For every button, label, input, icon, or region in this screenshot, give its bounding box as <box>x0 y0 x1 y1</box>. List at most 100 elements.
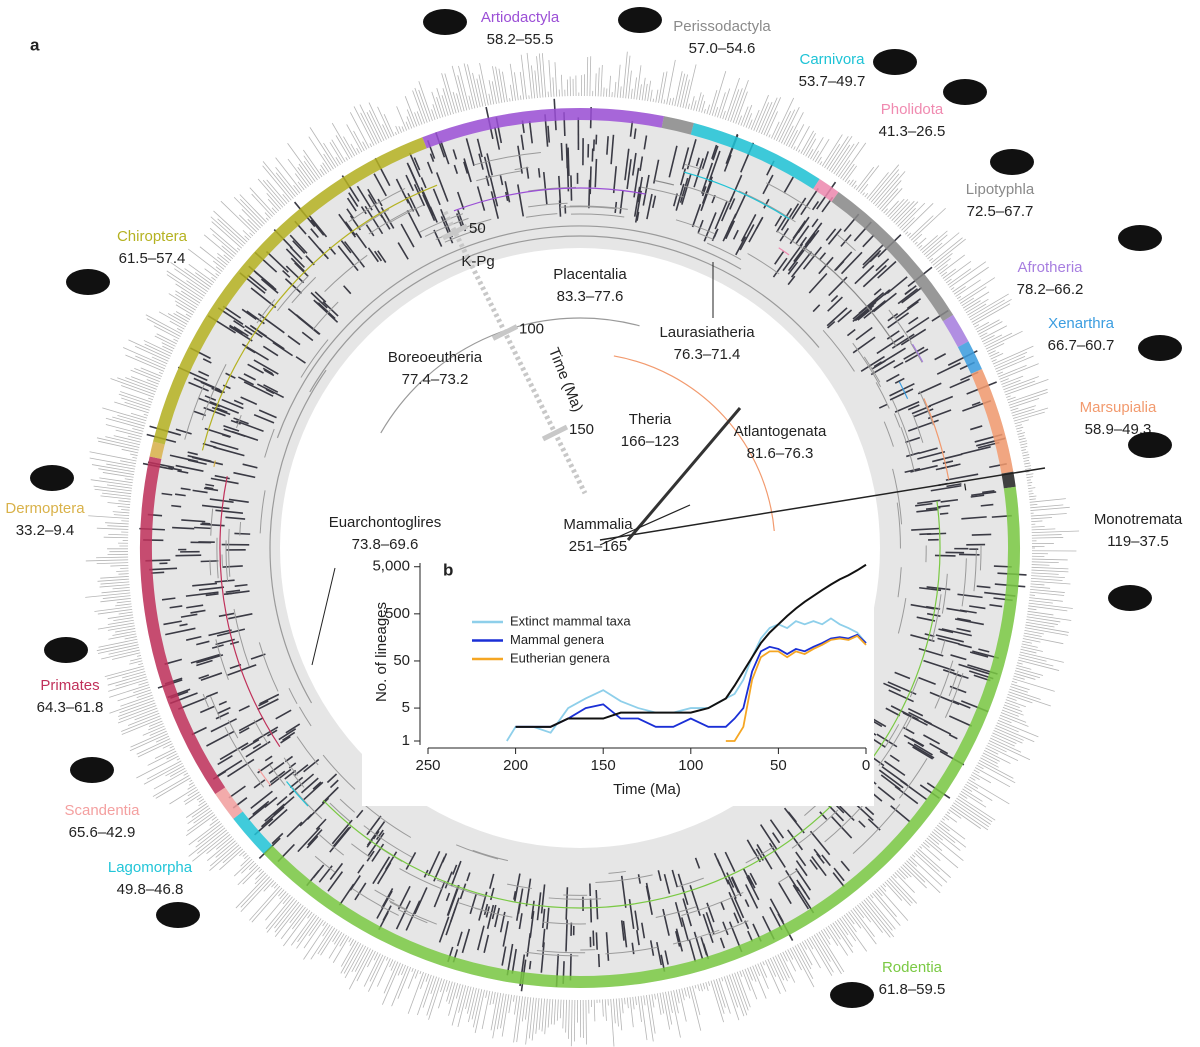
branch <box>731 876 742 897</box>
clade-name: Artiodactyla <box>481 9 560 26</box>
tip-fuzz <box>446 981 453 1002</box>
branch <box>397 885 411 910</box>
tip-fuzz <box>1031 530 1080 534</box>
branch <box>329 862 344 881</box>
branch <box>735 236 747 256</box>
branch-arc <box>878 715 910 766</box>
branch <box>494 907 500 928</box>
branch <box>626 159 632 190</box>
branch <box>489 873 495 889</box>
x-tick-label: 150 <box>591 757 616 774</box>
tip-fuzz <box>368 955 386 992</box>
tip-fuzz <box>239 198 265 225</box>
tip-fuzz <box>109 684 150 698</box>
tip-fuzz <box>140 367 162 377</box>
tip-fuzz <box>94 488 132 495</box>
tip-fuzz <box>343 136 356 157</box>
tip-fuzz <box>339 934 347 947</box>
branch <box>275 709 292 720</box>
tip-fuzz <box>436 88 446 117</box>
tip-fuzz <box>1021 451 1029 454</box>
branch <box>491 904 497 920</box>
branch <box>517 184 525 217</box>
branch <box>374 250 383 262</box>
tip-fuzz <box>113 435 141 443</box>
tip-fuzz <box>348 948 371 990</box>
branch <box>701 186 707 197</box>
tip-fuzz <box>735 91 748 124</box>
tip-fuzz <box>698 94 704 113</box>
tip-fuzz <box>444 73 457 114</box>
tip-fuzz <box>875 171 906 207</box>
tip-fuzz <box>717 92 726 118</box>
branch <box>295 356 306 364</box>
branch <box>476 925 485 951</box>
tip-fuzz <box>541 998 545 1032</box>
tip-fuzz <box>853 184 857 189</box>
tip-fuzz <box>997 719 1039 738</box>
tip-fuzz <box>465 986 472 1010</box>
branch <box>326 773 338 784</box>
tip-fuzz <box>377 106 392 138</box>
tip-fuzz <box>842 163 855 181</box>
branch <box>329 826 352 853</box>
tip-fuzz <box>428 978 443 1020</box>
tip-fuzz <box>800 130 814 154</box>
tip-fuzz <box>280 906 306 940</box>
branch <box>646 193 653 220</box>
tip-fuzz <box>1031 561 1059 564</box>
tip-fuzz <box>544 998 548 1035</box>
tip-fuzz <box>635 996 637 1006</box>
tip-fuzz <box>925 242 943 258</box>
branch <box>282 269 291 278</box>
tip-fuzz <box>1028 599 1053 604</box>
tip-fuzz <box>188 782 194 786</box>
tip-fuzz <box>389 959 394 968</box>
branch <box>329 779 339 789</box>
tip-fuzz <box>1026 619 1058 625</box>
clade-range: 58.9–49.3 <box>1085 421 1152 438</box>
tip-fuzz <box>394 131 397 136</box>
branch <box>456 191 465 210</box>
tip-fuzz <box>369 954 384 982</box>
tip-fuzz <box>886 879 911 906</box>
clade-range: 66.7–60.7 <box>1048 337 1115 354</box>
tip-fuzz <box>901 217 915 231</box>
branch <box>284 769 297 780</box>
tip-fuzz <box>432 104 439 120</box>
tip-fuzz <box>982 335 995 343</box>
tip-fuzz <box>888 877 913 904</box>
tip-fuzz <box>203 234 233 259</box>
tip-fuzz <box>233 858 253 877</box>
branch <box>272 341 294 357</box>
tip-fuzz <box>457 75 468 111</box>
branch-arc <box>525 951 579 957</box>
tip-fuzz <box>249 232 254 237</box>
tip-fuzz <box>146 379 159 385</box>
tip-fuzz <box>1006 396 1016 401</box>
branch <box>511 948 517 974</box>
branch <box>453 164 459 175</box>
branch <box>426 161 433 174</box>
branch <box>774 215 783 227</box>
tip-fuzz <box>1028 493 1034 495</box>
tip-fuzz <box>117 505 130 508</box>
branch <box>878 403 888 409</box>
tip-fuzz <box>431 91 441 119</box>
tip-fuzz <box>941 818 945 821</box>
branch-arc <box>233 608 250 667</box>
branch-arc <box>931 594 942 642</box>
tip-fuzz <box>213 210 248 243</box>
tip-fuzz <box>757 963 769 989</box>
tip-fuzz <box>1031 520 1043 522</box>
tip-fuzz <box>120 460 137 465</box>
tip-fuzz <box>526 52 533 99</box>
branch <box>206 730 235 747</box>
branch-arc <box>672 929 720 945</box>
branch <box>413 157 421 171</box>
branch <box>397 242 409 260</box>
branch-arc <box>542 921 586 925</box>
tip-fuzz <box>965 783 993 801</box>
branch-arc <box>209 559 212 576</box>
branch-arc <box>892 468 903 525</box>
